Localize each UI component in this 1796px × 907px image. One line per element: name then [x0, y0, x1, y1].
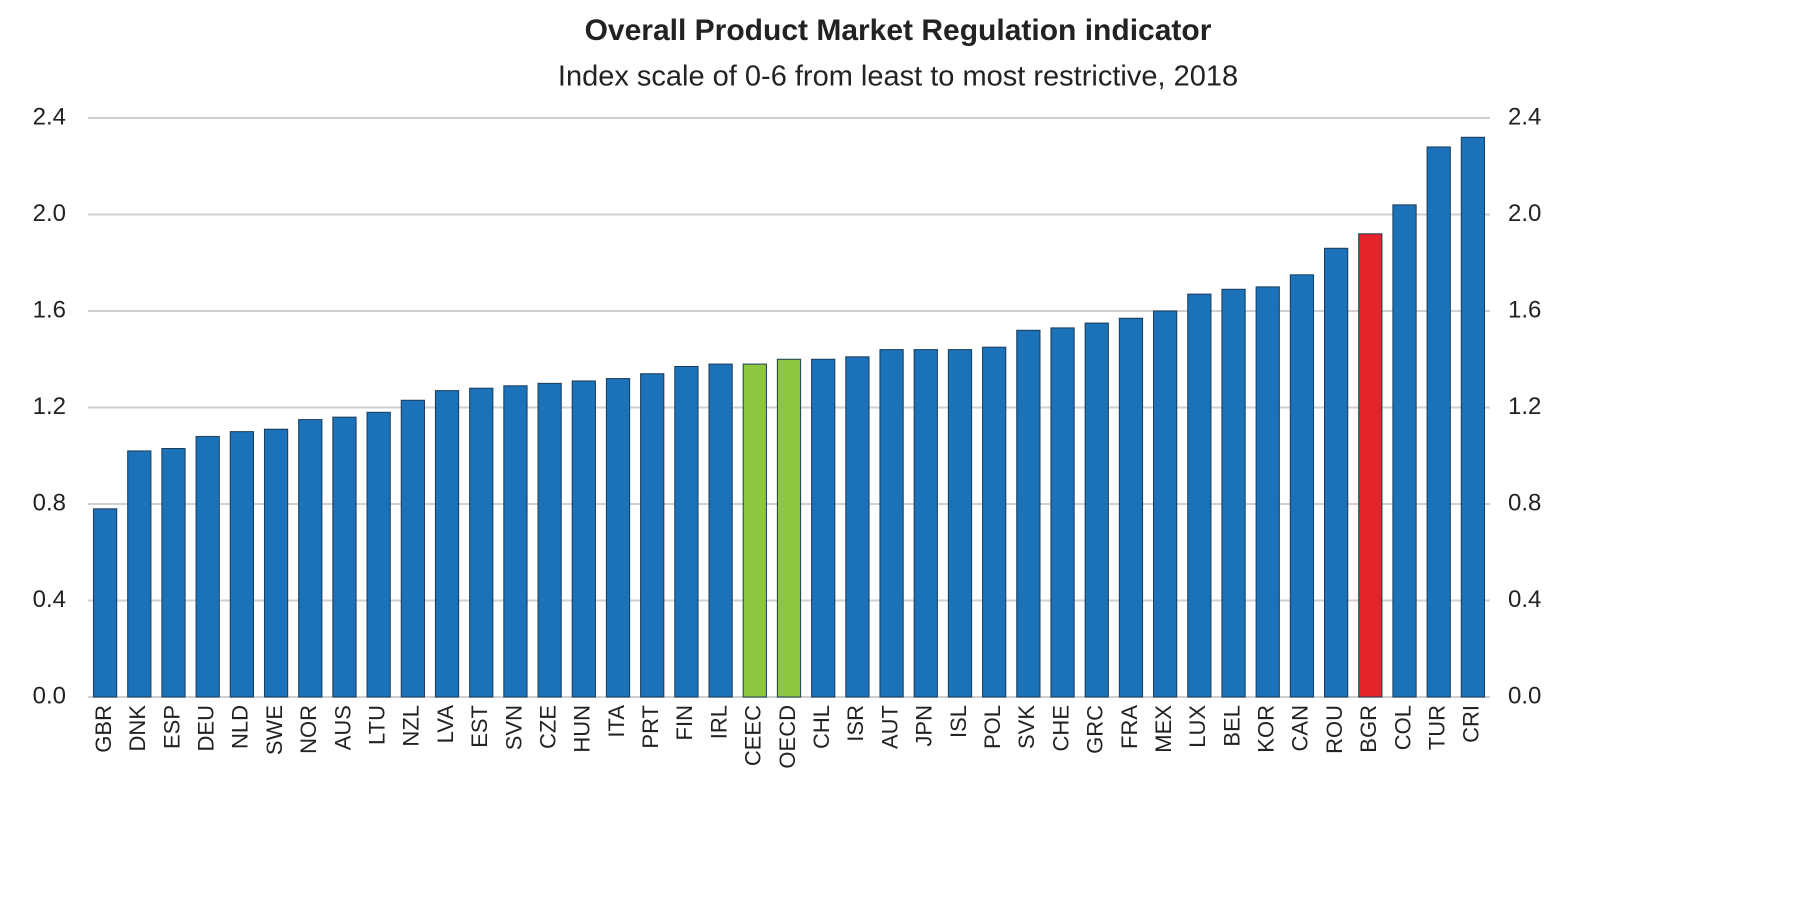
- bar: [263, 428, 289, 698]
- x-tick-label: LUX: [1185, 705, 1210, 748]
- y2-tick-label: 0.8: [1508, 489, 1541, 516]
- x-tick-label: EST: [467, 705, 492, 748]
- x-tick-label: NOR: [296, 705, 321, 754]
- bar: [571, 380, 596, 698]
- x-tick-label: CHL: [809, 705, 834, 749]
- x-tick-label: IRL: [706, 705, 731, 739]
- x-tick-label: CHE: [1048, 705, 1073, 751]
- x-tick-label: CZE: [535, 705, 560, 749]
- x-tick-label: DNK: [125, 705, 150, 752]
- x-tick-label: CEEC: [741, 705, 766, 766]
- bar: [982, 346, 1007, 698]
- bar: [674, 365, 699, 698]
- bar: [537, 382, 562, 698]
- bar: [742, 363, 767, 698]
- y-tick-label: 0.0: [33, 682, 66, 709]
- bar: [811, 358, 836, 698]
- bar: [640, 373, 665, 698]
- x-tick-label: SVK: [1014, 705, 1039, 749]
- x-tick-label: GRC: [1083, 705, 1108, 754]
- bar: [366, 411, 391, 698]
- x-tick-label: HUN: [570, 705, 595, 753]
- bar: [298, 419, 323, 698]
- chart-title: Overall Product Market Regulation indica…: [585, 14, 1212, 47]
- bar: [1460, 136, 1486, 698]
- x-tick-label: BEL: [1219, 705, 1244, 747]
- bar: [503, 385, 528, 698]
- bar: [1084, 322, 1109, 698]
- bar: [161, 448, 186, 698]
- bar: [1118, 317, 1144, 698]
- bar: [1255, 286, 1280, 698]
- x-tick-label: COL: [1390, 705, 1415, 750]
- bar: [879, 349, 904, 698]
- x-tick-label: MEX: [1151, 705, 1176, 753]
- y-tick-label: 1.6: [33, 296, 66, 323]
- x-tick-label: PRT: [638, 705, 663, 749]
- y-tick-label: 0.8: [33, 489, 66, 516]
- y-tick-label: 2.0: [33, 200, 66, 227]
- x-tick-label: FIN: [672, 705, 697, 740]
- bar: [92, 508, 118, 698]
- bar: [195, 435, 220, 698]
- bar: [332, 416, 357, 698]
- x-tick-label: JPN: [912, 705, 937, 747]
- y2-tick-label: 0.0: [1508, 682, 1541, 709]
- bar: [845, 356, 870, 698]
- x-tick-label: NLD: [228, 705, 253, 749]
- bar: [434, 390, 460, 698]
- bar: [400, 399, 425, 698]
- y2-tick-label: 2.4: [1508, 103, 1541, 130]
- bar: [1426, 146, 1451, 698]
- y2-tick-label: 0.4: [1508, 586, 1541, 613]
- x-tick-label: BGR: [1356, 705, 1381, 753]
- x-tick-label: LTU: [364, 705, 389, 745]
- x-tick-label: DEU: [193, 705, 218, 751]
- x-tick-label: AUT: [877, 705, 902, 749]
- bar: [1358, 233, 1383, 698]
- chart-subtitle: Index scale of 0-6 from least to most re…: [558, 61, 1238, 93]
- x-tick-label: POL: [980, 705, 1005, 749]
- y2-tick-label: 2.0: [1508, 200, 1541, 227]
- bar: [776, 358, 802, 698]
- bar: [913, 349, 938, 698]
- x-tick-label: FRA: [1117, 705, 1142, 749]
- x-tick-label: GBR: [91, 705, 116, 753]
- x-tick-label: CAN: [1288, 705, 1313, 751]
- x-tick-label: SVN: [501, 705, 526, 750]
- y2-tick-label: 1.2: [1508, 393, 1541, 420]
- x-tick-label: AUS: [330, 705, 355, 750]
- bar: [1187, 293, 1212, 698]
- bar: [605, 378, 631, 698]
- x-tick-label: ITA: [604, 705, 629, 738]
- x-tick-label: TUR: [1425, 705, 1450, 750]
- bar: [1153, 310, 1178, 698]
- x-tick-label: SWE: [262, 705, 287, 755]
- bar: [1016, 329, 1041, 698]
- bar: [708, 363, 733, 698]
- x-tick-label: ISR: [843, 705, 868, 742]
- bar: [1221, 288, 1246, 698]
- x-tick-label: KOR: [1254, 705, 1279, 753]
- y2-tick-label: 1.6: [1508, 296, 1541, 323]
- bar: [1289, 274, 1315, 698]
- bar: [469, 387, 494, 698]
- bar: [127, 450, 152, 698]
- bar: [947, 349, 973, 698]
- y-tick-label: 2.4: [33, 103, 66, 130]
- bar: [1392, 204, 1417, 698]
- bar: [1323, 247, 1349, 698]
- x-tick-label: CRI: [1459, 705, 1484, 743]
- x-tick-label: ROU: [1322, 705, 1347, 754]
- x-tick-label: ESP: [159, 705, 184, 749]
- bar: [229, 431, 255, 698]
- x-tick-label: NZL: [399, 705, 424, 747]
- x-tick-label: OECD: [775, 705, 800, 769]
- bar: [1050, 327, 1075, 698]
- y-tick-label: 0.4: [33, 586, 66, 613]
- x-tick-label: LVA: [433, 705, 458, 744]
- x-tick-label: ISL: [946, 705, 971, 738]
- y-tick-label: 1.2: [33, 393, 66, 420]
